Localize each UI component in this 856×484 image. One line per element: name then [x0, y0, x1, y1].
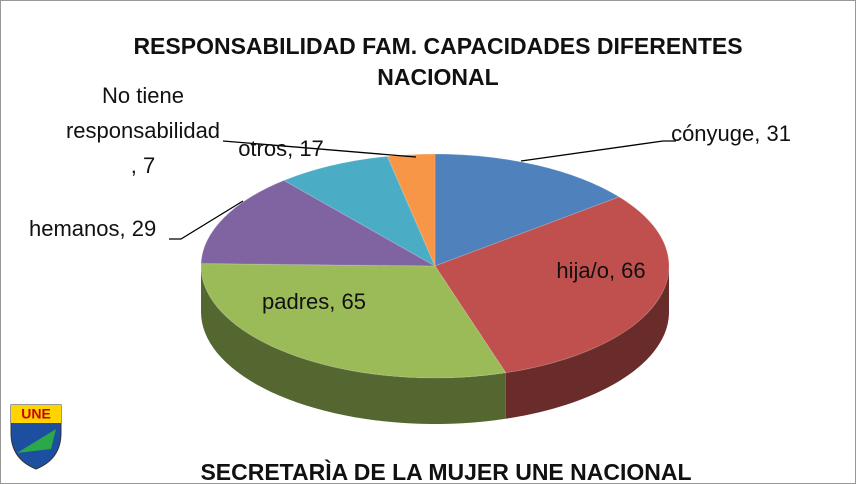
logo: UNE — [10, 404, 62, 470]
pie-slice — [434, 153, 621, 267]
pie-slice — [200, 179, 436, 267]
data-label: cónyuge, 31 — [671, 121, 791, 146]
pie-slice — [200, 263, 507, 379]
pie-slice-side — [201, 266, 506, 424]
footer-text: SECRETARÌA DE LA MUJER UNE NACIONAL — [200, 459, 692, 484]
data-label: otros, 17 — [238, 136, 324, 161]
leader-line — [520, 140, 676, 162]
logo-mark — [17, 429, 56, 453]
data-label: padres, 65 — [262, 289, 366, 314]
pie-slice-side — [505, 266, 669, 419]
logo-text: UNE — [21, 406, 51, 422]
leaders — [169, 140, 676, 240]
pie-slice — [386, 153, 436, 267]
pie-slice — [434, 196, 670, 374]
data-label: hija/o, 66 — [556, 258, 646, 283]
chart-title: RESPONSABILIDAD FAM. CAPACIDADES DIFEREN… — [133, 33, 743, 90]
leader-line — [169, 200, 244, 240]
data-label: hemanos, 29 — [29, 216, 157, 241]
logo-band — [11, 405, 61, 423]
pie-slice — [282, 155, 437, 268]
leader-line — [222, 140, 417, 158]
data-label: No tiene responsabilidad, 7 — [65, 83, 221, 178]
